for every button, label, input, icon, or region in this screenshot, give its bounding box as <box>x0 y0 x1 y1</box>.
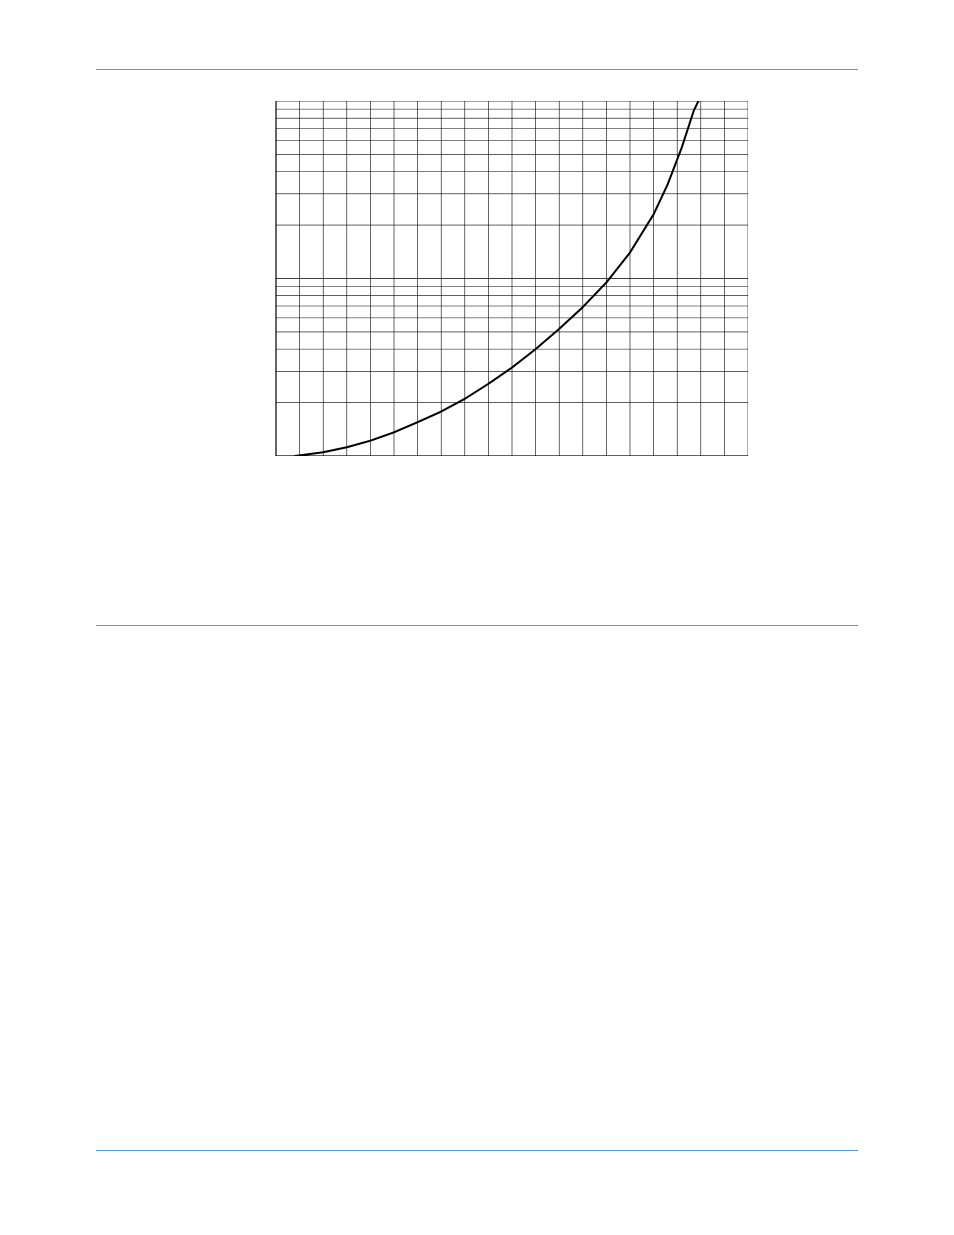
page <box>0 0 954 1235</box>
rule-top <box>96 69 858 70</box>
chart-svg <box>266 101 748 456</box>
rule-middle <box>96 625 858 626</box>
rule-bottom <box>96 1150 858 1151</box>
semilog-chart <box>266 101 748 456</box>
